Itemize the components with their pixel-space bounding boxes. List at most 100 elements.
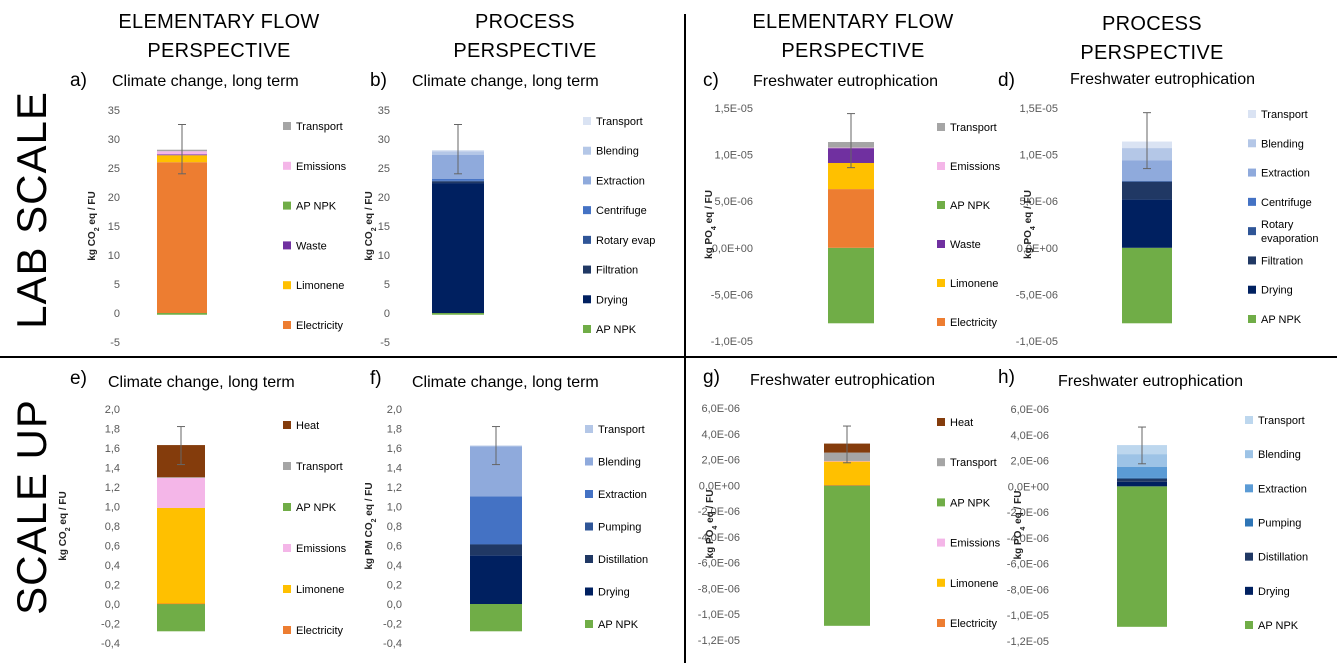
header-right-line1: ELEMENTARY FLOW <box>752 11 953 33</box>
panel-title: Freshwater eutrophication <box>750 372 935 389</box>
legend-label: Electricity <box>950 317 998 329</box>
y-tick-label: 0,2 <box>387 580 402 592</box>
y-tick-label: -0,2 <box>383 619 402 631</box>
legend-label: Distillation <box>598 554 648 566</box>
y-tick-label: 0,6 <box>105 541 120 553</box>
panel-label: d) <box>998 70 1015 91</box>
y-axis-label: kg PM CO2 eq / FU <box>364 482 378 569</box>
y-axis-label: kg CO2 eq / FU <box>87 191 101 260</box>
y-tick-label: -0,4 <box>101 638 120 650</box>
y-tick-label: 1,5E-05 <box>714 103 753 115</box>
y-tick-label: 0,0 <box>387 599 402 611</box>
chart-panel-3: c) Freshwater eutrophication 1,5E-05 1,0E-0… <box>703 70 1001 348</box>
y-tick-label: 1,2 <box>105 482 120 494</box>
y-tick-label: 1,5E-05 <box>1019 103 1058 115</box>
legend-label: Emissions <box>950 161 1001 173</box>
legend-label: Extraction <box>596 175 645 187</box>
panel-label: a) <box>70 70 87 91</box>
legend-label: Limonene <box>950 578 998 590</box>
y-tick-label: 5 <box>114 279 120 291</box>
legend-swatch <box>283 122 291 130</box>
legend-swatch <box>1245 518 1253 527</box>
bar-segment-electricity <box>824 485 870 486</box>
panel-title: Freshwater eutrophication <box>753 73 938 90</box>
row-label-lab-scale: LAB SCALE <box>8 91 55 329</box>
legend-swatch <box>937 418 945 426</box>
header-mid-line1: PROCESS <box>475 11 575 33</box>
y-tick-label: 1,8 <box>105 424 120 436</box>
legend-swatch <box>585 522 593 531</box>
y-tick-label: 35 <box>108 105 120 117</box>
bar-segment-distillation <box>470 544 522 556</box>
legend-label: Emissions <box>296 543 347 555</box>
panel-label: e) <box>70 368 87 389</box>
chart-panel-6: f) Climate change, long term 2,0 1,8 1,6 1,4 1… <box>364 368 648 650</box>
legend-label: Centrifuge <box>596 205 647 217</box>
y-tick-label: 0 <box>384 308 390 320</box>
legend-label: Blending <box>598 457 641 469</box>
legend-swatch <box>1248 227 1256 236</box>
legend-swatch <box>583 325 591 333</box>
legend-label: Heat <box>950 417 973 429</box>
legend-swatch <box>1245 416 1253 424</box>
header-left-line1: ELEMENTARY FLOW <box>118 11 319 33</box>
y-axis-label: kg PO4 eq / FU <box>704 190 718 259</box>
y-tick-label: 10 <box>108 250 120 262</box>
header-mid-line2: PERSPECTIVE <box>453 40 596 62</box>
legend-swatch <box>937 619 945 627</box>
bar-segment-distillation <box>1117 478 1167 482</box>
legend-swatch <box>1248 256 1256 265</box>
legend-swatch <box>1248 110 1256 118</box>
legend-swatch <box>283 421 291 429</box>
y-tick-label: 1,6 <box>105 443 120 455</box>
bar-segment-centrifuge <box>432 179 484 181</box>
legend-label: Extraction <box>1258 483 1307 495</box>
legend-label: Electricity <box>950 618 998 630</box>
legend-label: AP NPK <box>950 200 991 212</box>
bar-segment-drying <box>1117 481 1167 487</box>
y-tick-label: -0,2 <box>101 619 120 631</box>
y-tick-label: -8,0E-06 <box>1007 584 1049 596</box>
legend-swatch <box>283 281 291 290</box>
header-left-line2: PERSPECTIVE <box>147 40 290 62</box>
bar-segment-ap-npk <box>1122 247 1172 324</box>
legend-swatch <box>283 503 291 511</box>
chart-panel-1: a) Climate change, long term 35 30 25 20 15 10 5… <box>70 70 347 349</box>
y-tick-label: -1,0E-05 <box>1007 610 1049 622</box>
legend-label: Transport <box>950 122 997 134</box>
y-tick-label: 0,8 <box>105 521 120 533</box>
y-tick-label: 20 <box>108 192 120 204</box>
panel-label: b) <box>370 70 387 91</box>
y-tick-label: 4,0E-06 <box>1010 430 1049 442</box>
bar-segment-extraction <box>1117 467 1167 478</box>
bar-segment-extraction <box>470 496 522 545</box>
legend-label: Extraction <box>1261 168 1310 180</box>
legend-label: Blending <box>1258 449 1301 461</box>
legend-swatch <box>283 161 291 170</box>
legend-label: Limonene <box>296 584 344 596</box>
row-label-scale-up: SCALE UP <box>8 399 55 615</box>
legend-swatch <box>937 498 945 507</box>
legend-swatch <box>937 538 945 547</box>
bar-segment-pumping <box>1117 477 1167 479</box>
panel-label: f) <box>370 368 382 389</box>
legend-swatch <box>937 318 945 326</box>
panel-title: Climate change, long term <box>108 374 295 391</box>
y-tick-label: 0,2 <box>105 580 120 592</box>
legend-swatch <box>283 241 291 250</box>
legend-swatch <box>585 555 593 563</box>
bar-segment-ap-npk <box>824 485 870 626</box>
bar-segment-ap-npk <box>828 247 874 324</box>
bar-segment-rotary-evap <box>432 180 484 182</box>
y-tick-label: -2,0E-06 <box>1007 507 1049 519</box>
y-axis-label: kg PO4 eq / FU <box>705 490 719 559</box>
legend-label: AP NPK <box>296 502 337 514</box>
legend-label: AP NPK <box>596 324 637 336</box>
legend-swatch <box>937 578 945 587</box>
y-tick-label: 2,0E-06 <box>1010 456 1049 468</box>
y-tick-label: 30 <box>108 134 120 146</box>
legend-label-cont: evaporation <box>1261 233 1319 245</box>
y-tick-label: 0,0E+00 <box>712 243 753 255</box>
legend-swatch <box>1245 586 1253 595</box>
